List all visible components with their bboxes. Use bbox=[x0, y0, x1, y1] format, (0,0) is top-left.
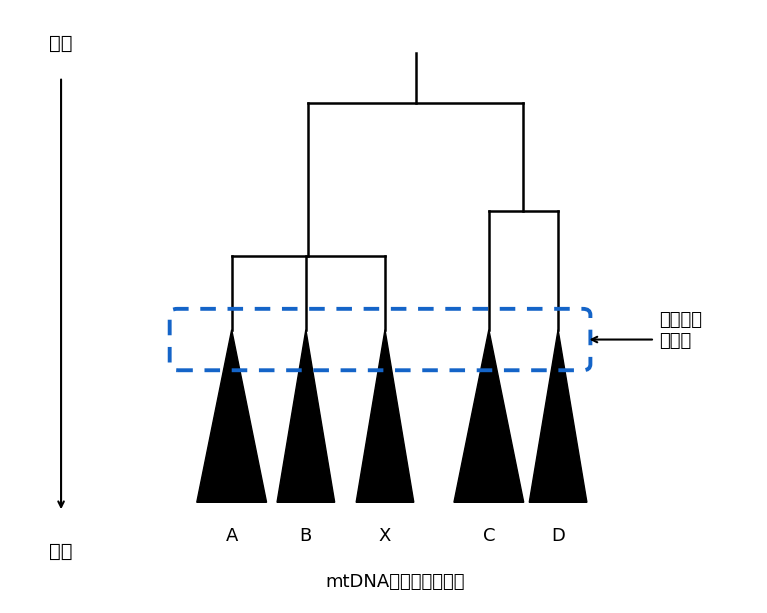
Text: B: B bbox=[300, 527, 312, 545]
Text: C: C bbox=[482, 527, 495, 545]
Text: D: D bbox=[551, 527, 565, 545]
Text: 現在: 現在 bbox=[49, 543, 73, 562]
Polygon shape bbox=[529, 330, 587, 502]
Polygon shape bbox=[454, 330, 524, 502]
Text: X: X bbox=[379, 527, 391, 545]
Text: mtDNAハプログループ: mtDNAハプログループ bbox=[325, 573, 465, 591]
Text: 過去: 過去 bbox=[49, 34, 73, 53]
Text: A: A bbox=[225, 527, 238, 545]
Polygon shape bbox=[277, 330, 334, 502]
Text: 最終氷期
極大期: 最終氷期 極大期 bbox=[659, 311, 702, 350]
Polygon shape bbox=[197, 330, 267, 502]
Polygon shape bbox=[356, 330, 414, 502]
